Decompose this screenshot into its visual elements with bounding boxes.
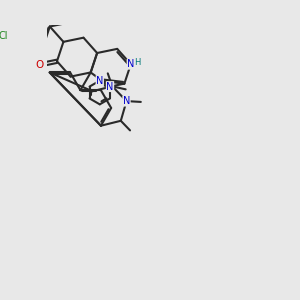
Text: O: O [35,60,43,70]
Text: N: N [123,96,130,106]
Text: H: H [134,58,141,67]
Text: N: N [106,82,114,92]
Text: N: N [96,76,103,86]
Text: Cl: Cl [0,31,8,40]
Text: N: N [127,59,134,69]
